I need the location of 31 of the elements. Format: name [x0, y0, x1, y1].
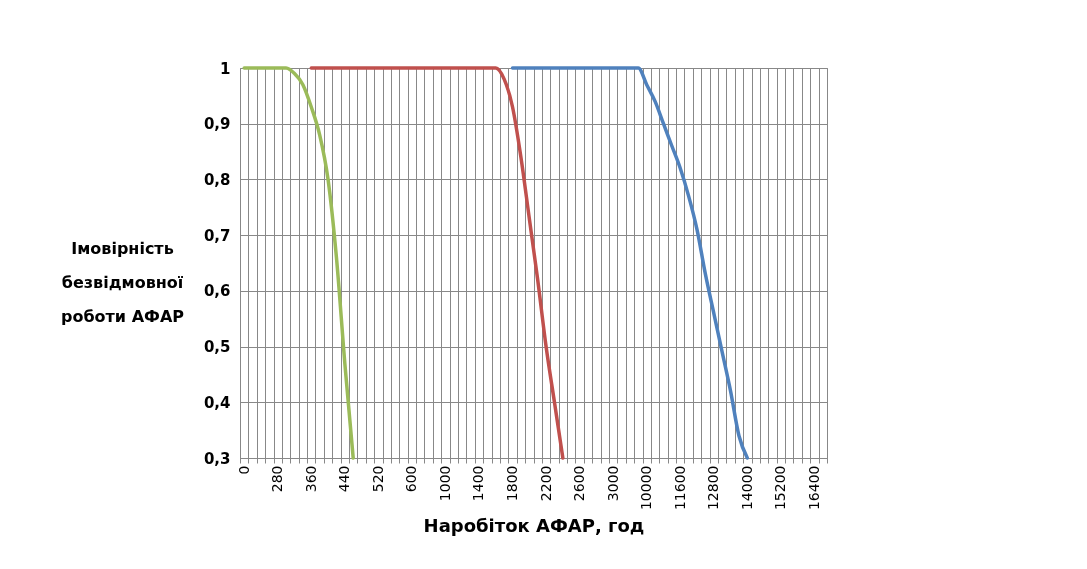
y-tick-label: 1: [220, 59, 231, 78]
x-tick-label: 2600: [571, 465, 588, 502]
x-tick-label: 14000: [738, 465, 755, 511]
line-series: [242, 66, 355, 460]
x-tick-label: 2200: [537, 465, 554, 502]
x-tick-label: 16400: [805, 465, 822, 511]
y-tick-label: 0,5: [203, 338, 231, 357]
x-tick-label: 1800: [504, 465, 521, 502]
line-series: [510, 66, 750, 460]
y-tick-label: 0,6: [203, 282, 231, 301]
y-tick-label: 0,9: [203, 115, 231, 134]
y-tick-label: 0,4: [203, 393, 231, 412]
x-tick-label: 1000: [436, 465, 453, 502]
line-series: [309, 66, 565, 460]
y-tick-label: 0,7: [203, 226, 231, 245]
x-tick-label: 0: [235, 465, 252, 475]
x-tick-label: 11600: [671, 465, 688, 511]
y-tick-label: 0,3: [203, 449, 231, 468]
x-tick-label: 520: [369, 465, 386, 493]
x-tick-label: 440: [336, 465, 353, 493]
x-tick-label: 600: [403, 465, 420, 493]
x-axis-title: Наробіток АФАР, год: [423, 515, 645, 537]
x-tick-label: 1400: [470, 465, 487, 502]
y-tick-label: 0,8: [203, 170, 231, 189]
x-tick-label: 10000: [638, 465, 655, 511]
x-tick-label: 280: [269, 465, 286, 493]
x-tick-label: 360: [302, 465, 319, 493]
x-tick-label: 12800: [705, 465, 722, 511]
y-axis-title: Імовірність безвідмовної роботи АФАР: [60, 238, 185, 326]
x-tick-label: 3000: [604, 465, 621, 502]
x-tick-label: 15200: [772, 465, 789, 511]
